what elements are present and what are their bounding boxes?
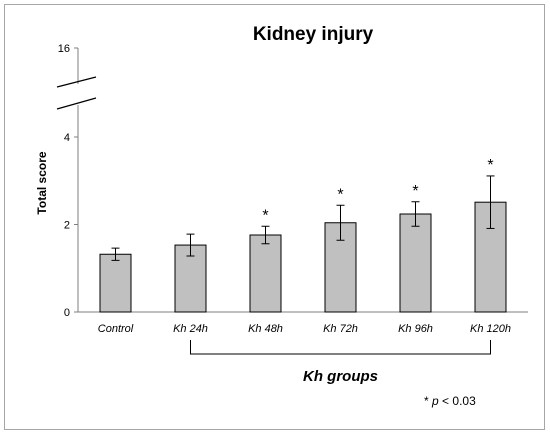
footnote-marker: * [424,394,429,408]
significance-star: * [412,183,418,200]
footnote-p-label: p [431,394,439,408]
bar [399,213,432,313]
significance-star: * [487,157,493,174]
bar [249,234,282,313]
significance-star: * [262,207,268,224]
y-tick-label: 16 [58,43,70,55]
footnote-text: * p < 0.03 [424,394,476,408]
category-label: Kh 48h [248,323,283,335]
significance-star: * [337,186,343,203]
axis-break-mark [56,97,97,110]
category-label: Control [98,323,134,335]
group-label: Kh groups [303,368,378,385]
bar [99,253,132,313]
category-label: Kh 24h [173,323,208,335]
group-bracket [190,340,491,355]
y-tick-label: 4 [64,132,70,144]
y-axis-label: Total score [35,151,49,214]
category-label: Kh 96h [398,323,433,335]
category-label: Kh 72h [323,323,358,335]
y-tick-label: 0 [64,307,70,319]
chart-frame [4,4,545,430]
footnote: * p < 0.03 [424,394,476,408]
chart-title: Kidney injury [253,24,374,45]
axis-break-mark [56,76,97,88]
category-label: Kh 120h [470,323,511,335]
bar [324,222,357,313]
y-tick-label: 2 [64,220,70,232]
footnote-threshold: < 0.03 [442,394,476,408]
